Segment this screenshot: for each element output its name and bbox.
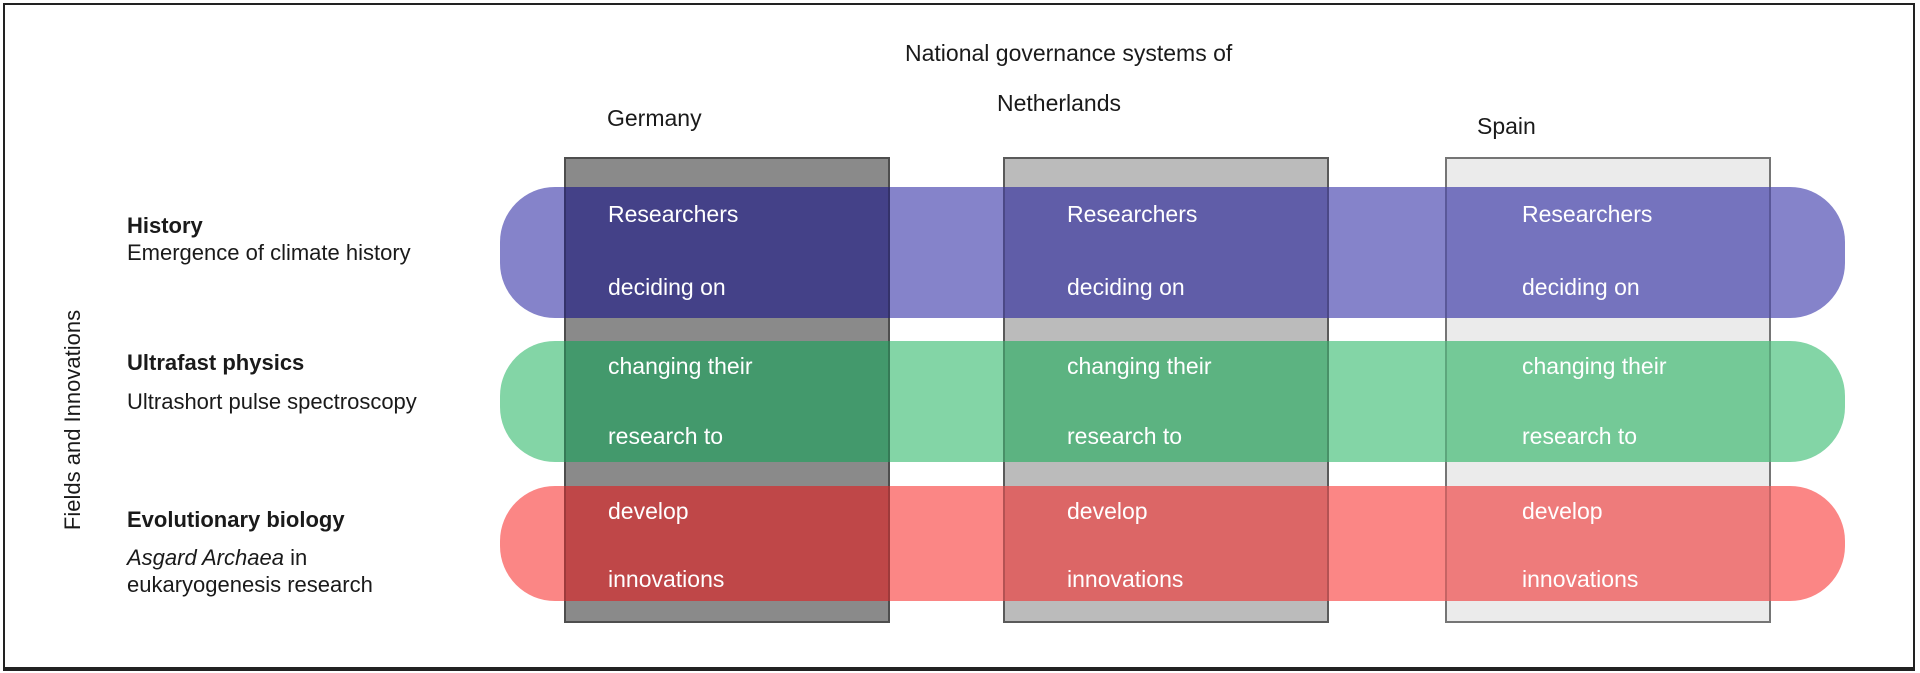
cell-text-line2: research to	[608, 423, 724, 449]
cell-history-netherlands: Researchers deciding on	[1003, 187, 1329, 318]
y-axis-label: Fields and Innovations	[60, 309, 85, 531]
cell-text-line1: Researchers	[1067, 201, 1198, 227]
cell-physics-netherlands: changing their research to	[1003, 341, 1329, 462]
cell-physics-spain: changing their research to	[1445, 341, 1771, 462]
cell-text-line1: changing their	[608, 353, 753, 379]
cell-text-line2: research to	[1522, 423, 1638, 449]
cell-biology-germany: develop innovations	[564, 486, 890, 601]
cell-text-line1: changing their	[1522, 353, 1667, 379]
cell-text-line2: deciding on	[1067, 274, 1185, 300]
cell-text-line2: deciding on	[608, 274, 726, 300]
cell-biology-netherlands: develop innovations	[1003, 486, 1329, 601]
cell-text-line1: develop	[1067, 498, 1148, 524]
cell-text-line1: develop	[1522, 498, 1603, 524]
row-label-evolutionary-biology: Evolutionary biology Asgard Archaea in e…	[127, 506, 373, 598]
row-title: History	[127, 213, 203, 238]
row-title: Evolutionary biology	[127, 507, 345, 532]
cell-text-line2: innovations	[1522, 566, 1639, 592]
cell-biology-spain: develop innovations	[1445, 486, 1771, 601]
row-subtitle: Ultrashort pulse spectroscopy	[127, 389, 417, 414]
column-header-spain: Spain	[1477, 113, 1536, 139]
figure-frame	[3, 3, 1915, 671]
column-header-netherlands: Netherlands	[997, 90, 1122, 116]
cell-text-line1: Researchers	[608, 201, 739, 227]
cell-text-line1: develop	[608, 498, 689, 524]
cell-history-spain: Researchers deciding on	[1445, 187, 1771, 318]
row-label-history: History Emergence of climate history	[127, 212, 411, 266]
cell-text-line2: innovations	[1067, 566, 1184, 592]
row-label-ultrafast-physics: Ultrafast physics Ultrashort pulse spect…	[127, 349, 417, 415]
cell-text-line2: innovations	[608, 566, 725, 592]
figure-title: National governance systems of	[905, 40, 1233, 66]
row-subtitle-rest: in	[283, 545, 308, 570]
cell-history-germany: Researchers deciding on	[564, 187, 890, 318]
row-title: Ultrafast physics	[127, 350, 305, 375]
cell-text-line1: Researchers	[1522, 201, 1653, 227]
column-header-germany: Germany	[607, 105, 702, 131]
cell-text-line2: deciding on	[1522, 274, 1640, 300]
cell-physics-germany: changing their research to	[564, 341, 890, 462]
row-subtitle-line2: eukaryogenesis research	[127, 572, 373, 597]
row-subtitle: Emergence of climate history	[127, 240, 411, 265]
row-subtitle: Asgard Archaea in	[127, 544, 373, 571]
row-subtitle-italic: Asgard Archaea	[127, 545, 284, 570]
cell-text-line2: research to	[1067, 423, 1183, 449]
cell-text-line1: changing their	[1067, 353, 1212, 379]
